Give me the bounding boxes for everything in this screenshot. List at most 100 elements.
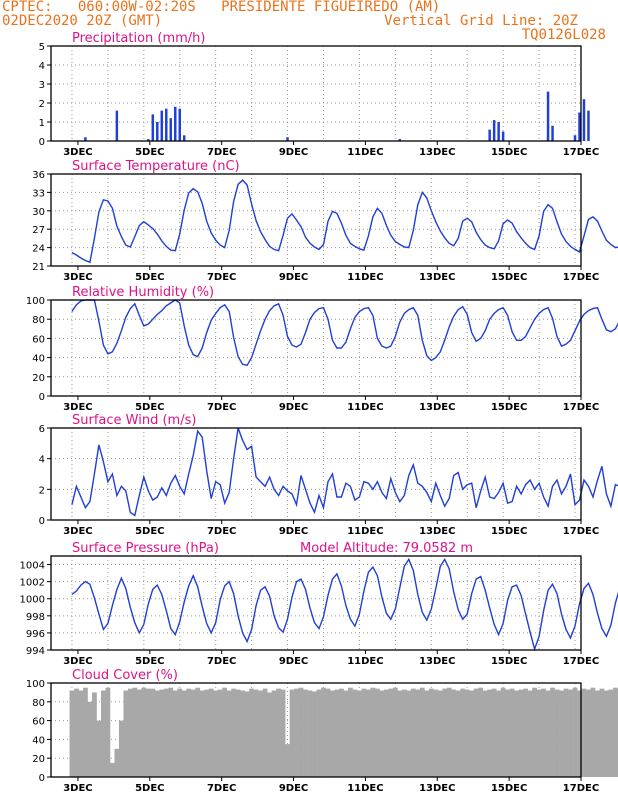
- precip-bar: [488, 129, 491, 141]
- cloud-bar: [172, 690, 178, 777]
- cloud-bar: [604, 690, 609, 777]
- cloud-bar: [550, 687, 555, 777]
- y-tick-label: 1000: [20, 595, 45, 606]
- series-line: [71, 179, 618, 264]
- x-tick-label: 5DEC: [135, 526, 164, 537]
- panel-title: Surface Temperature (nC): [72, 159, 240, 174]
- precip-bar: [84, 137, 87, 141]
- y-tick-label: 1004: [20, 561, 45, 572]
- cloud-bar: [401, 689, 407, 777]
- x-tick-label: 17DEC: [563, 147, 599, 158]
- cloud-bar: [532, 687, 537, 777]
- cloud-bar: [132, 687, 138, 777]
- cloud-bar: [159, 689, 165, 777]
- cloud-bar: [294, 688, 299, 777]
- x-tick-label: 7DEC: [207, 147, 236, 158]
- cloud-bar: [428, 688, 434, 777]
- x-tick-label: 13DEC: [419, 147, 455, 158]
- panel-title: Surface Pressure (hPa): [72, 541, 219, 556]
- panel-title: Cloud Cover (%): [72, 668, 178, 683]
- y-tick-label: 2: [39, 485, 45, 496]
- cloud-bar: [563, 688, 569, 777]
- cloud-bar: [339, 688, 344, 777]
- cloud-bar: [505, 689, 511, 777]
- y-tick-label: 1: [39, 118, 45, 129]
- cloud-bar: [267, 692, 272, 777]
- x-tick-label: 7DEC: [207, 402, 236, 413]
- cloud-bar: [541, 688, 546, 777]
- x-tick-label: 13DEC: [419, 402, 455, 413]
- cloud-bar: [397, 690, 403, 777]
- y-tick-label: 0: [39, 137, 45, 148]
- x-tick-label: 5DEC: [135, 272, 164, 283]
- precip-bar: [398, 139, 402, 141]
- cloud-bar: [518, 689, 524, 777]
- x-tick-label: 9DEC: [279, 783, 308, 794]
- y-tick-label: 33: [32, 188, 45, 199]
- cloud-bar: [559, 690, 564, 777]
- cloud-bar: [280, 689, 286, 777]
- precip-bar: [582, 99, 586, 141]
- y-tick-label: 24: [32, 244, 45, 255]
- precip-bar: [169, 118, 172, 141]
- cloud-bar: [599, 688, 605, 777]
- y-tick-label: 36: [32, 170, 45, 181]
- y-tick-label: 40: [32, 354, 45, 365]
- cloud-bar: [316, 689, 322, 777]
- cloud-bar: [181, 690, 187, 777]
- cloud-bar: [406, 690, 412, 777]
- cloud-bar: [590, 687, 596, 777]
- y-tick-label: 6: [39, 424, 45, 435]
- cloud-bar: [289, 689, 295, 777]
- cloud-bar: [514, 690, 520, 777]
- cloud-bar: [442, 688, 448, 777]
- y-tick-label: 3: [39, 80, 45, 91]
- cloud-bar: [312, 691, 317, 777]
- cloud-bar: [190, 689, 196, 777]
- y-tick-label: 21: [32, 262, 45, 273]
- cloud-bar: [231, 688, 237, 777]
- cloud-bar: [487, 689, 493, 777]
- cloud-bar: [186, 688, 192, 777]
- y-tick-label: 60: [32, 717, 45, 728]
- cloud-bar: [177, 688, 183, 777]
- cloud-bar: [222, 687, 228, 777]
- x-tick-label: 5DEC: [135, 147, 164, 158]
- cloud-bar: [285, 744, 290, 777]
- y-tick-label: 100: [26, 296, 45, 307]
- cloud-bar: [568, 689, 573, 777]
- cloud-bar: [446, 687, 452, 777]
- x-tick-label: 9DEC: [279, 272, 308, 283]
- x-tick-label: 7DEC: [207, 272, 236, 283]
- precip-bar: [147, 139, 150, 141]
- cloud-bar: [78, 690, 84, 777]
- plot-frame: [50, 682, 582, 778]
- cloud-bar: [204, 689, 210, 777]
- plot-frame: [50, 427, 582, 521]
- y-tick-label: 996: [26, 629, 45, 640]
- cloud-bar: [105, 687, 111, 777]
- cloud-bar: [145, 688, 151, 777]
- x-tick-label: 9DEC: [279, 656, 308, 667]
- cloud-bar: [262, 688, 268, 777]
- x-tick-label: 11DEC: [347, 783, 383, 794]
- x-tick-label: 15DEC: [491, 402, 527, 413]
- cloud-bar: [536, 689, 542, 777]
- cloud-bar: [253, 689, 259, 777]
- precip-bar: [165, 108, 168, 141]
- cloud-bar: [307, 690, 313, 777]
- y-tick-label: 20: [32, 373, 45, 384]
- precip-bar: [174, 106, 177, 141]
- panel-title: Relative Humidity (%): [72, 285, 214, 300]
- x-tick-label: 15DEC: [491, 526, 527, 537]
- x-tick-label: 17DEC: [563, 272, 599, 283]
- x-tick-label: 9DEC: [279, 526, 308, 537]
- precip-bar: [156, 122, 159, 141]
- precip-bar: [551, 125, 554, 141]
- x-tick-label: 13DEC: [419, 656, 455, 667]
- x-tick-label: 13DEC: [419, 526, 455, 537]
- cloud-bar: [509, 688, 515, 777]
- cloud-bar: [87, 701, 93, 777]
- cloud-bar: [424, 690, 430, 777]
- x-tick-label: 9DEC: [279, 402, 308, 413]
